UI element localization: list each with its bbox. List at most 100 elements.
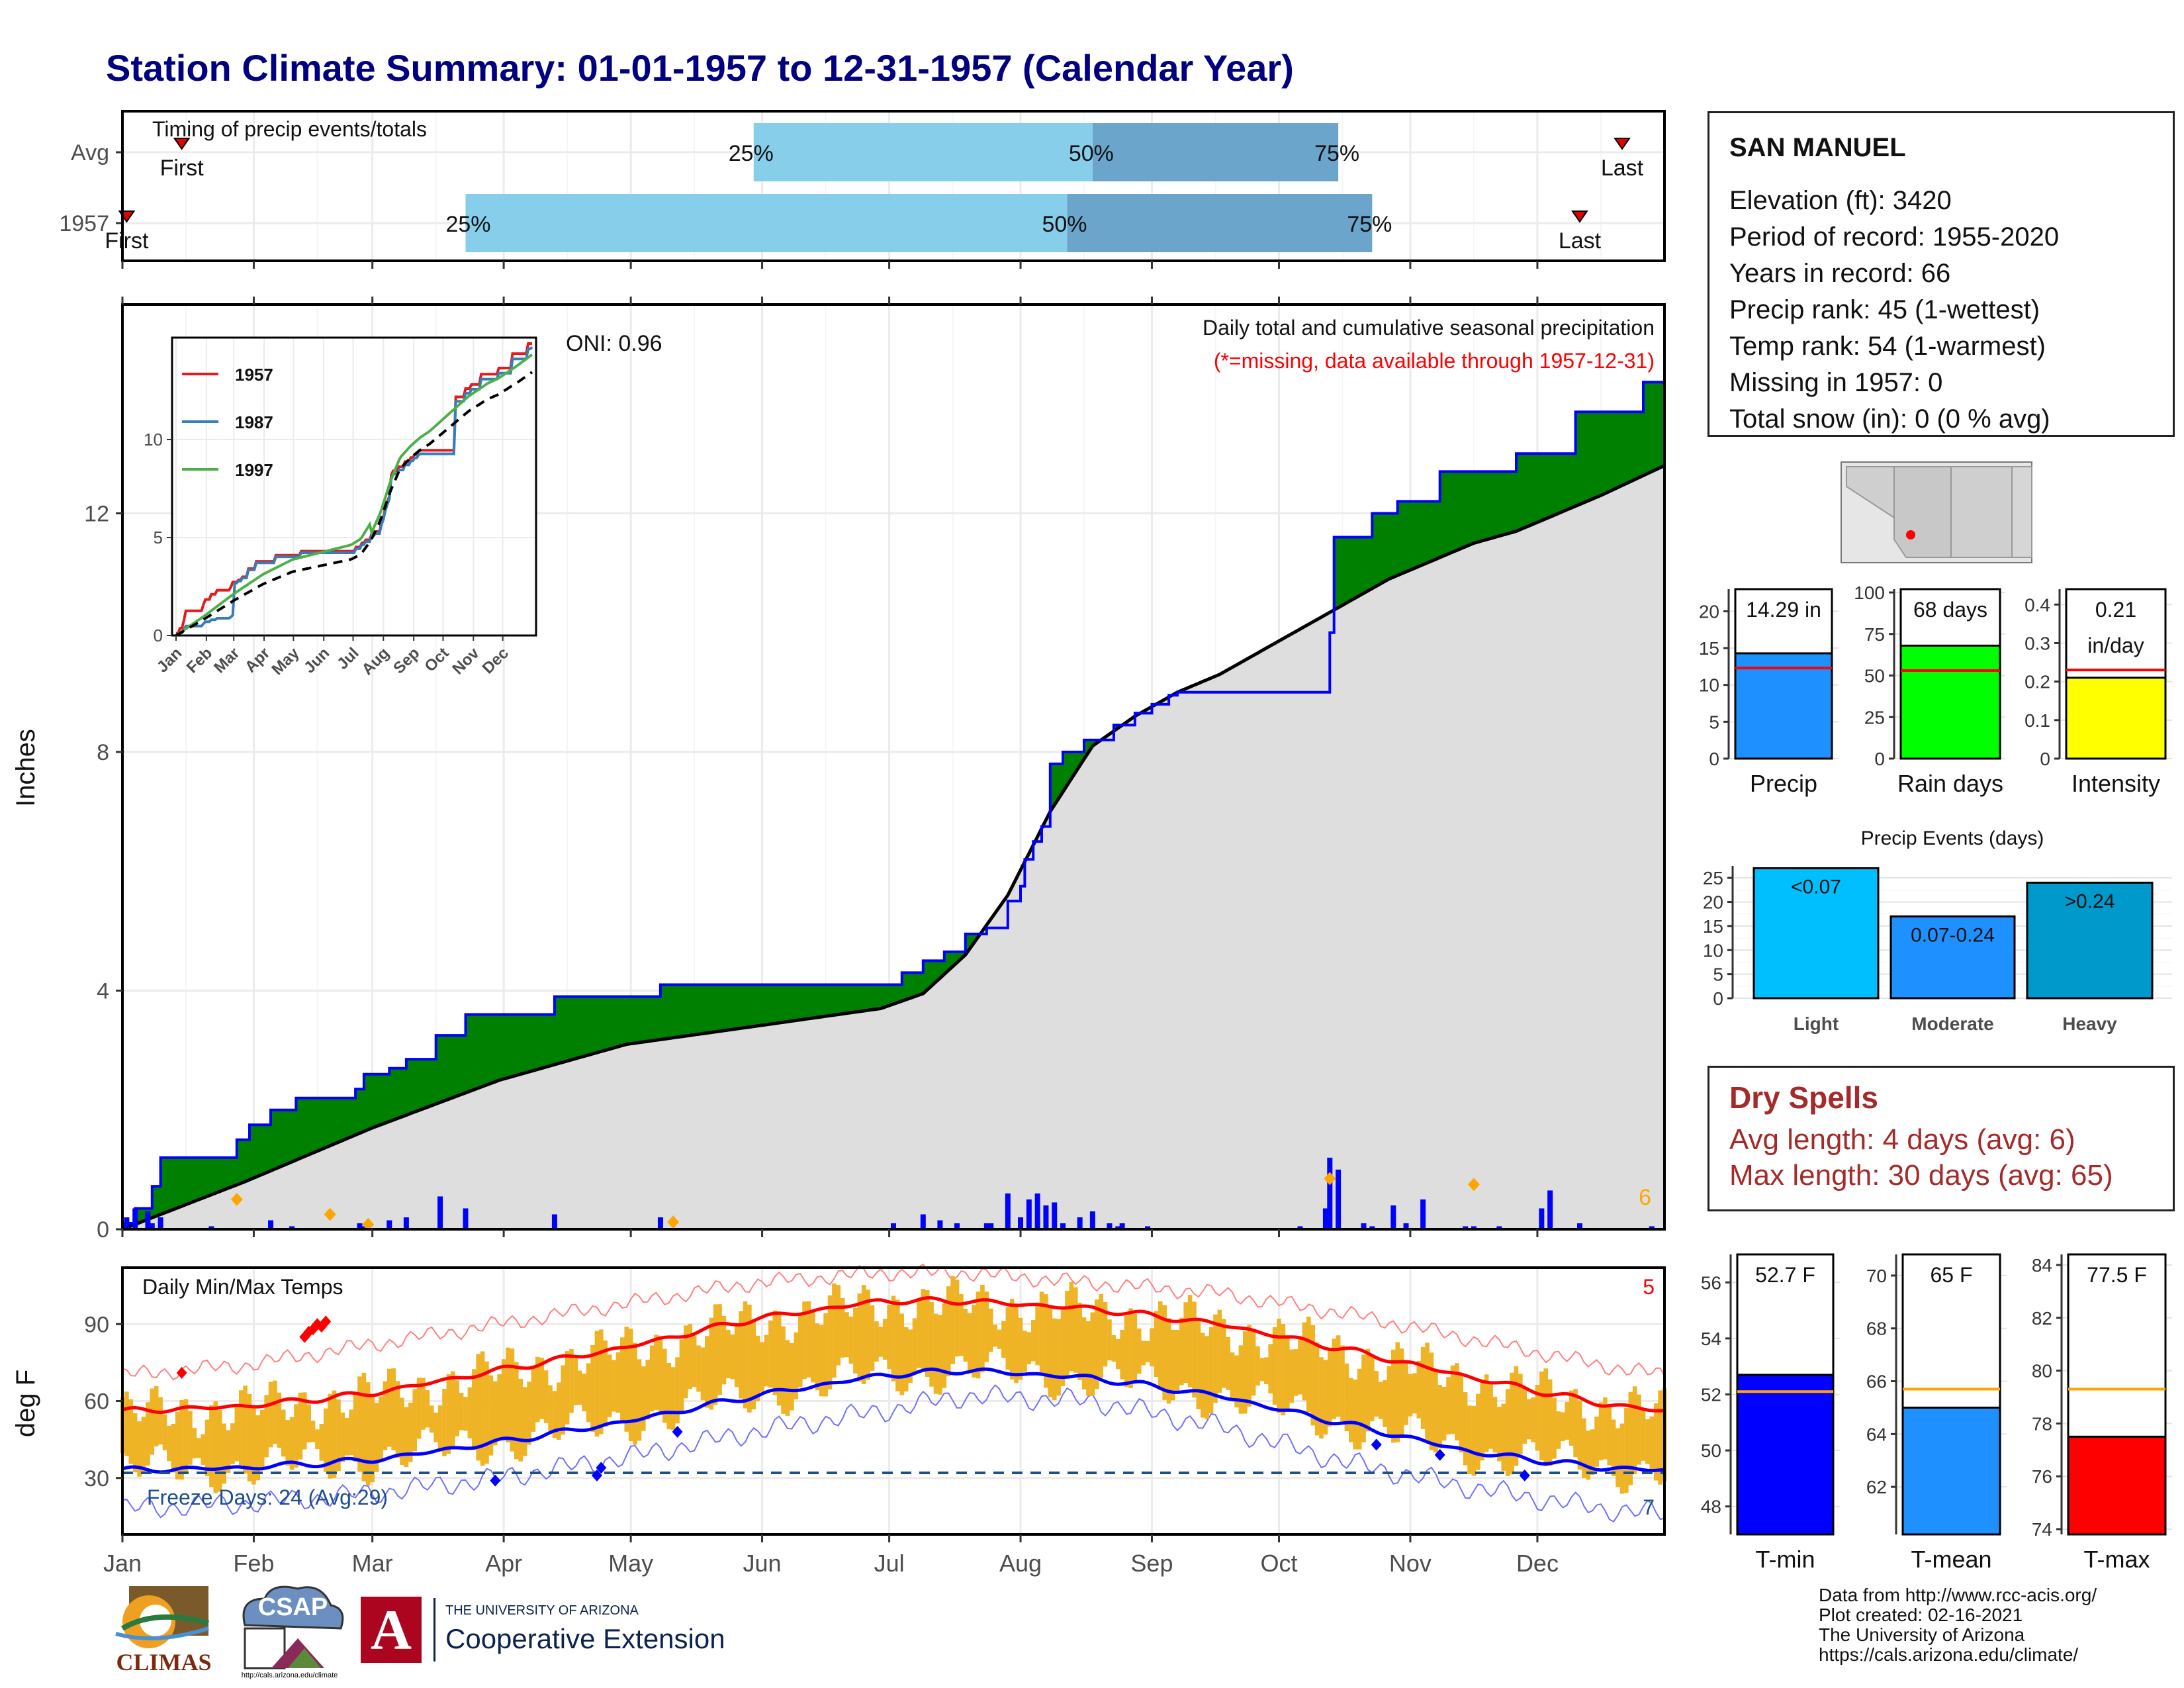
precip-anomaly-slice <box>571 996 576 1060</box>
temp-daily-range <box>188 1411 193 1465</box>
precip-anomaly-slice <box>842 984 847 1014</box>
precip-anomaly-slice <box>1380 513 1385 585</box>
precip-snow-marker <box>324 1207 336 1221</box>
precip-anomaly-slice <box>698 984 704 1035</box>
temp-daily-range <box>1637 1394 1641 1465</box>
precip-anomaly-slice <box>1452 471 1457 553</box>
inset-normal-line <box>175 371 533 637</box>
events-bar <box>1752 867 1880 1000</box>
precip-anomaly-slice <box>872 984 877 1010</box>
tmax-indicator-y-tick-label: 74 <box>2032 1519 2052 1540</box>
precip-daily-bar <box>437 1196 443 1229</box>
temp-daily-range <box>370 1396 375 1483</box>
precip-anomaly-slice <box>762 984 767 1026</box>
temp-daily-range <box>1645 1419 1650 1464</box>
precip-daily-bar <box>124 1217 130 1229</box>
precip-anomaly-slice <box>490 1014 496 1084</box>
precip-anomaly-slice <box>1596 411 1602 498</box>
tmax-indicator-y-tick-label: 84 <box>2032 1255 2052 1276</box>
precip-count-label: 6 <box>1639 1185 1651 1210</box>
temp-daily-range <box>1298 1336 1302 1395</box>
temp-daily-range <box>1293 1349 1298 1396</box>
precip-anomaly-slice <box>1558 453 1563 514</box>
precip-daily-bar <box>1496 1226 1502 1229</box>
precip-anomaly-slice <box>1541 453 1547 521</box>
temp-daily-range <box>794 1332 799 1399</box>
temp-daily-range <box>628 1329 633 1442</box>
precip-anomaly-slice <box>287 1109 293 1164</box>
temp-daily-range <box>357 1376 362 1472</box>
precip-y-tick-label: 8 <box>97 740 109 765</box>
precip-anomaly-slice <box>1549 453 1555 518</box>
temp-daily-range <box>739 1311 743 1399</box>
temp-daily-range <box>972 1305 976 1378</box>
temp-daily-range <box>1628 1391 1633 1485</box>
raindays-indicator-y-tick-label: 0 <box>1874 749 1885 769</box>
temp-daily-range <box>1383 1380 1387 1427</box>
temp-avg-max-line <box>122 1296 1665 1415</box>
temp-daily-range <box>1624 1407 1629 1493</box>
precip-anomaly-slice <box>647 996 653 1042</box>
temp-count-top: 5 <box>1643 1275 1655 1299</box>
temp-daily-range <box>141 1417 146 1474</box>
ua-logo-big: Cooperative Extension <box>445 1623 725 1654</box>
oni-label: ONI: 0.96 <box>566 331 662 356</box>
inset-legend-label: 1997 <box>235 460 273 480</box>
precip-anomaly-slice <box>787 984 792 1022</box>
precip-daily-bar <box>387 1220 392 1229</box>
temp-daily-range <box>637 1359 642 1441</box>
temp-daily-range <box>1510 1372 1514 1475</box>
temp-daily-range <box>1518 1374 1523 1454</box>
temp-daily-range <box>615 1352 621 1413</box>
precip-anomaly-slice <box>257 1125 263 1177</box>
temp-daily-range <box>501 1359 506 1437</box>
ua-logo: A THE UNIVERSITY OF ARIZONA Cooperative … <box>361 1597 731 1669</box>
temp-daily-range <box>925 1290 930 1377</box>
temp-daily-range <box>959 1293 964 1356</box>
precip-anomaly-slice <box>745 984 750 1028</box>
temp-daily-range <box>154 1385 159 1446</box>
precip-anomaly-slice <box>418 1058 424 1111</box>
temp-daily-range <box>539 1358 545 1419</box>
temp-daily-range <box>866 1289 870 1380</box>
temp-record-high-marker <box>320 1315 332 1328</box>
precip-daily-bar <box>1322 1208 1328 1229</box>
precip-title: Daily total and cumulative seasonal prec… <box>1203 316 1655 340</box>
precip-anomaly-slice <box>770 984 776 1025</box>
temp-daily-range <box>1450 1365 1455 1434</box>
precip-anomaly-slice <box>194 1157 199 1202</box>
credit-line: Plot created: 02-16-2021 <box>1819 1605 2023 1625</box>
temp-daily-range <box>1200 1333 1205 1418</box>
precip-anomaly-slice <box>389 1068 394 1122</box>
temp-daily-range <box>1314 1342 1320 1436</box>
precip-anomaly-slice <box>291 1109 296 1162</box>
station-elevation: Elevation (ft): 3420 <box>1729 186 1952 215</box>
temp-daily-range <box>437 1405 443 1452</box>
timing-panel-border <box>121 110 1666 262</box>
temp-daily-range <box>175 1411 180 1480</box>
timing-bar-25-50 <box>465 194 1068 252</box>
timing-last-label: Last <box>1601 156 1644 181</box>
month-label: Nov <box>1389 1550 1432 1577</box>
precip-anomaly-slice <box>723 984 729 1031</box>
temp-daily-range <box>819 1325 824 1397</box>
precip-daily-bar <box>1052 1202 1058 1229</box>
temp-daily-range <box>1556 1411 1561 1449</box>
tmean-indicator-bar <box>1901 1406 2001 1536</box>
temp-daily-range <box>1259 1358 1265 1382</box>
events-title: Precip Events (days) <box>1861 827 2044 849</box>
precip-anomaly-slice <box>261 1125 267 1175</box>
temp-daily-range <box>1120 1329 1124 1380</box>
page-title: Station Climate Summary: 01-01-1957 to 1… <box>106 47 1294 89</box>
precip-daily-bar <box>208 1226 214 1229</box>
temp-daily-range <box>1455 1363 1459 1441</box>
temp-daily-range <box>823 1313 828 1397</box>
climas-logo: CLIMAS <box>109 1582 218 1685</box>
timing-first-label: First <box>105 228 149 254</box>
temp-daily-range <box>1014 1303 1019 1383</box>
temp-daily-range <box>1522 1388 1527 1444</box>
temp-daily-range <box>726 1329 731 1379</box>
raindays-indicator-y-tick-label: 100 <box>1854 583 1885 603</box>
precip-anomaly-slice <box>741 984 746 1029</box>
temp-daily-range <box>1658 1390 1662 1485</box>
